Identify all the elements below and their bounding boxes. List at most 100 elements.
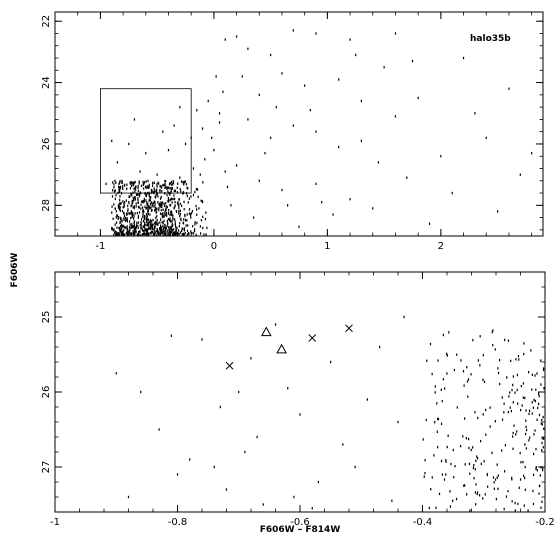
top-clump-point: [170, 180, 173, 184]
bottom-dense-point: [441, 473, 444, 476]
top-clump-point: [167, 186, 169, 189]
bottom-dense-point: [519, 451, 521, 455]
bottom-dense-point: [541, 441, 543, 445]
top-mid-point: [215, 75, 217, 78]
top-clump-point: [121, 230, 123, 233]
top-clump-point: [178, 198, 180, 201]
top-clump-point: [146, 231, 148, 234]
panel-annotation: halo35b: [470, 34, 511, 44]
top-clump-point: [113, 190, 116, 193]
top-clump-point: [168, 226, 170, 229]
top-clump-point: [157, 221, 159, 225]
top-clump-point: [151, 184, 154, 187]
top-clump-point: [196, 188, 199, 191]
top-clump-point: [120, 192, 123, 195]
bottom-dense-point: [525, 425, 527, 429]
bottom-dense-point: [516, 430, 518, 433]
top-clump-point: [114, 189, 116, 192]
top-clump-point: [142, 206, 144, 209]
top-clump-point: [119, 230, 121, 233]
top-clump-point: [169, 233, 171, 237]
top-mid-point: [145, 151, 147, 155]
bottom-dense-point: [442, 333, 445, 337]
bottom-x-tick-label: -0.4: [413, 517, 433, 528]
top-clump-point: [186, 194, 188, 198]
bottom-sparse-point: [140, 390, 142, 394]
top-clump-point: [170, 226, 172, 229]
top-clump-point: [123, 214, 126, 218]
bottom-dense-point: [541, 436, 543, 440]
bottom-x-tick-label: -0.8: [168, 517, 188, 528]
top-clump-point: [134, 226, 136, 230]
top-clump-point: [173, 206, 175, 210]
top-clump-point: [119, 179, 121, 183]
top-clump-point: [127, 208, 129, 211]
top-clump-point: [188, 208, 191, 211]
bottom-dense-point: [524, 465, 526, 469]
top-clump-point: [171, 213, 173, 216]
bottom-dense-point: [426, 359, 428, 362]
top-clump-point: [168, 208, 170, 212]
top-clump-point: [133, 187, 135, 190]
bottom-dense-point: [436, 445, 439, 449]
top-clump-point: [144, 226, 146, 229]
bottom-dense-point: [522, 396, 524, 399]
top-clump-point: [148, 233, 150, 237]
top-clump-point: [147, 218, 149, 221]
bottom-dense-point: [507, 339, 510, 342]
top-clump-point: [123, 233, 126, 236]
top-clump-point: [162, 208, 164, 211]
top-clump-point: [156, 188, 158, 191]
top-clump-point: [153, 227, 155, 230]
top-clump-point: [117, 204, 119, 207]
bottom-dense-point: [535, 447, 537, 451]
bottom-dense-point: [456, 353, 458, 356]
bottom-dense-point: [449, 490, 451, 493]
top-clump-point: [153, 233, 156, 237]
top-clump-point: [190, 230, 192, 233]
bottom-dense-point: [523, 342, 525, 345]
top-clump-point: [144, 186, 147, 189]
top-clump-point: [113, 186, 115, 189]
top-clump-point: [122, 224, 124, 227]
top-clump-point: [202, 215, 204, 219]
bottom-dense-point: [534, 429, 536, 432]
top-clump-point: [155, 223, 157, 226]
top-clump-point: [115, 181, 117, 184]
top-clump-point: [128, 201, 130, 205]
top-clump-point: [143, 210, 145, 213]
top-clump-point: [179, 202, 181, 205]
top-clump-point: [167, 199, 169, 203]
top-clump-point: [146, 228, 148, 232]
top-x-tick-label: -1: [95, 241, 105, 252]
top-clump-point: [201, 199, 203, 203]
top-clump-point: [168, 183, 171, 186]
top-clump-point: [161, 201, 164, 204]
top-clump-point: [158, 232, 160, 236]
top-clump-point: [132, 201, 134, 204]
bottom-dense-point: [539, 474, 541, 477]
top-mid-point: [204, 158, 206, 161]
top-clump-point: [164, 223, 166, 227]
top-clump-point: [182, 180, 184, 184]
bottom-sparse-point: [391, 499, 393, 502]
bottom-dense-point: [501, 396, 503, 399]
top-clump-point: [130, 181, 133, 184]
top-clump-point: [170, 189, 172, 192]
top-clump-point: [183, 233, 185, 237]
top-clump-point: [145, 180, 147, 183]
top-clump-point: [176, 226, 178, 230]
bottom-dense-point: [540, 359, 542, 362]
top-clump-point: [146, 186, 148, 189]
top-clump-point: [118, 226, 120, 230]
top-clump-point: [130, 184, 133, 188]
top-clump-point: [138, 233, 140, 236]
top-mid-point: [116, 161, 119, 164]
top-clump-point: [183, 208, 185, 211]
top-clump-point: [132, 230, 134, 233]
top-clump-point: [153, 190, 156, 193]
top-clump-point: [129, 195, 131, 198]
top-clump-point: [123, 204, 125, 207]
bottom-dense-point: [468, 462, 471, 466]
top-clump-point: [122, 185, 124, 188]
